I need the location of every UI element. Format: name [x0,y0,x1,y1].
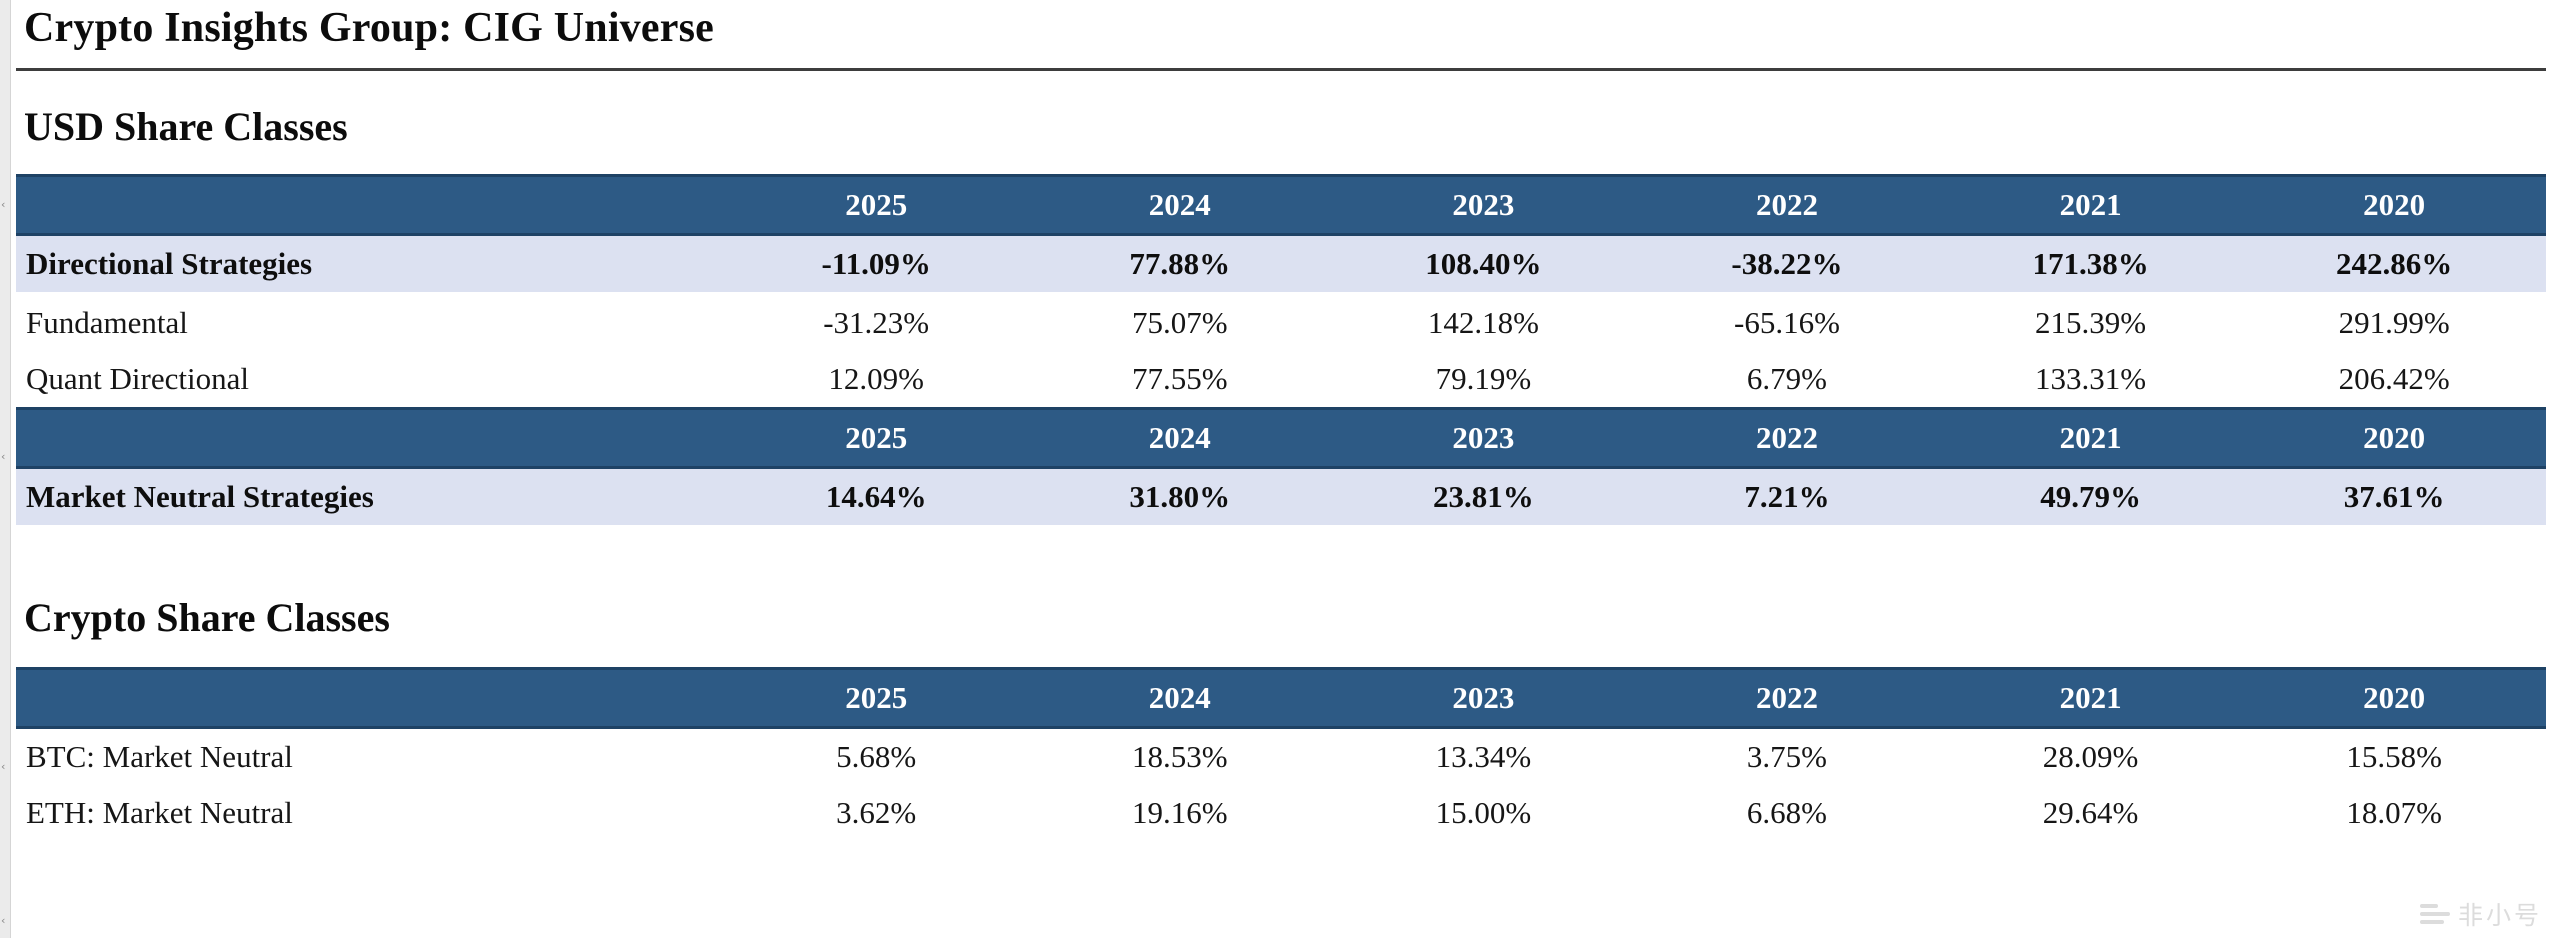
year-header-cell: 2021 [1938,667,2243,729]
table-host: 2025 2024 2023 2022 2021 2020 Directional Stra… [16,174,2546,528]
edge-artifact-mark: ‹ [1,198,6,211]
value-cell: 75.07% [1027,293,1332,351]
row-label: Market Neutral Strategies [16,466,725,528]
year-header-cell: 2023 [1331,407,1636,469]
year-header-cell: 2020 [2242,407,2546,469]
value-cell: 242.86% [2242,233,2546,295]
table-row: Quant Directional 12.09% 77.55% 79.19% 6.79%… [16,351,2546,409]
value-cell: 15.00% [1331,785,1636,841]
value-cell: -31.23% [724,293,1028,351]
year-header-cell: 2021 [1938,174,2243,236]
value-cell: 79.19% [1331,351,1636,409]
table-row: Fundamental -31.23% 75.07% 142.18% -65.16% 21… [16,293,2546,351]
year-header-cell: 2022 [1635,667,1939,729]
value-cell: 13.34% [1331,727,1636,785]
value-cell: 31.80% [1027,466,1332,528]
year-header-cell: 2022 [1635,174,1939,236]
edge-artifact-mark: ‹ [1,914,6,927]
page-edge-strip: ‹ ‹ ‹ ‹ [0,0,11,938]
value-cell: 142.18% [1331,293,1636,351]
edge-artifact-mark: ‹ [1,450,6,463]
value-cell: 14.64% [724,466,1028,528]
year-header-spacer [16,174,725,236]
row-label: BTC: Market Neutral [16,727,725,785]
year-header-spacer [16,407,725,469]
value-cell: 7.21% [1635,466,1939,528]
value-cell: 29.64% [1938,785,2243,841]
value-cell: 3.75% [1635,727,1939,785]
value-cell: 19.16% [1027,785,1332,841]
year-header-row: 2025 2024 2023 2022 2021 2020 [16,174,2546,236]
performance-table: 2025 2024 2023 2022 2021 2020 BTC: Market Neut… [16,667,2546,841]
value-cell: 108.40% [1331,233,1636,295]
value-cell: -65.16% [1635,293,1939,351]
performance-table: 2025 2024 2023 2022 2021 2020 Directional Stra… [16,174,2546,528]
year-header-row: 2025 2024 2023 2022 2021 2020 [16,407,2546,469]
year-header-cell: 2020 [2242,174,2546,236]
table-host: 2025 2024 2023 2022 2021 2020 BTC: Market Neut… [16,667,2546,841]
year-header-cell: 2023 [1331,667,1636,729]
year-header-cell: 2021 [1938,407,2243,469]
value-cell: 12.09% [724,351,1028,409]
section-usd-share-classes: USD Share Classes 2025 2024 2023 2022 2021 20… [16,103,2546,528]
watermark: 非小号 [2419,896,2542,932]
value-cell: 18.07% [2242,785,2546,841]
value-cell: 37.61% [2242,466,2546,528]
value-cell: 206.42% [2242,351,2546,409]
year-header-cell: 2020 [2242,667,2546,729]
year-header-spacer [16,667,725,729]
feixiaohao-logo-icon [2419,902,2450,926]
value-cell: 28.09% [1938,727,2243,785]
table-row: BTC: Market Neutral 5.68% 18.53% 13.34% 3.75… [16,727,2546,785]
value-cell: 171.38% [1938,233,2243,295]
value-cell: 133.31% [1938,351,2243,409]
table-row: Market Neutral Strategies 14.64% 31.80% 23.… [16,466,2546,528]
year-header-cell: 2022 [1635,407,1939,469]
year-header-cell: 2024 [1027,174,1332,236]
year-header-cell: 2025 [724,407,1028,469]
section-heading-usd: USD Share Classes [24,104,348,149]
watermark-text: 非小号 [2457,901,2542,930]
row-label: Fundamental [16,293,725,351]
value-cell: 49.79% [1938,466,2243,528]
row-label: Directional Strategies [16,233,725,295]
value-cell: 3.62% [724,785,1028,841]
year-header-row: 2025 2024 2023 2022 2021 2020 [16,667,2546,729]
year-header-cell: 2024 [1027,407,1332,469]
value-cell: 6.68% [1635,785,1939,841]
value-cell: -38.22% [1635,233,1939,295]
year-header-cell: 2025 [724,174,1028,236]
section-heading-crypto: Crypto Share Classes [24,595,390,640]
value-cell: 5.68% [724,727,1028,785]
value-cell: 77.55% [1027,351,1332,409]
value-cell: 77.88% [1027,233,1332,295]
year-header-cell: 2025 [724,667,1028,729]
value-cell: -11.09% [724,233,1028,295]
value-cell: 18.53% [1027,727,1332,785]
value-cell: 15.58% [2242,727,2546,785]
edge-artifact-mark: ‹ [1,760,6,773]
year-header-cell: 2024 [1027,667,1332,729]
page-title: Crypto Insights Group: CIG Universe [16,0,2546,71]
section-crypto-share-classes: Crypto Share Classes 2025 2024 2023 2022 202… [16,594,2546,841]
value-cell: 215.39% [1938,293,2243,351]
table-row: ETH: Market Neutral 3.62% 19.16% 15.00% 6.68… [16,785,2546,841]
value-cell: 291.99% [2242,293,2546,351]
table-row: Directional Strategies -11.09% 77.88% 108.4… [16,233,2546,295]
value-cell: 23.81% [1331,466,1636,528]
row-label: Quant Directional [16,351,725,409]
year-header-cell: 2023 [1331,174,1636,236]
value-cell: 6.79% [1635,351,1939,409]
row-label: ETH: Market Neutral [16,785,725,841]
report-content: Crypto Insights Group: CIG Universe USD … [16,0,2546,841]
